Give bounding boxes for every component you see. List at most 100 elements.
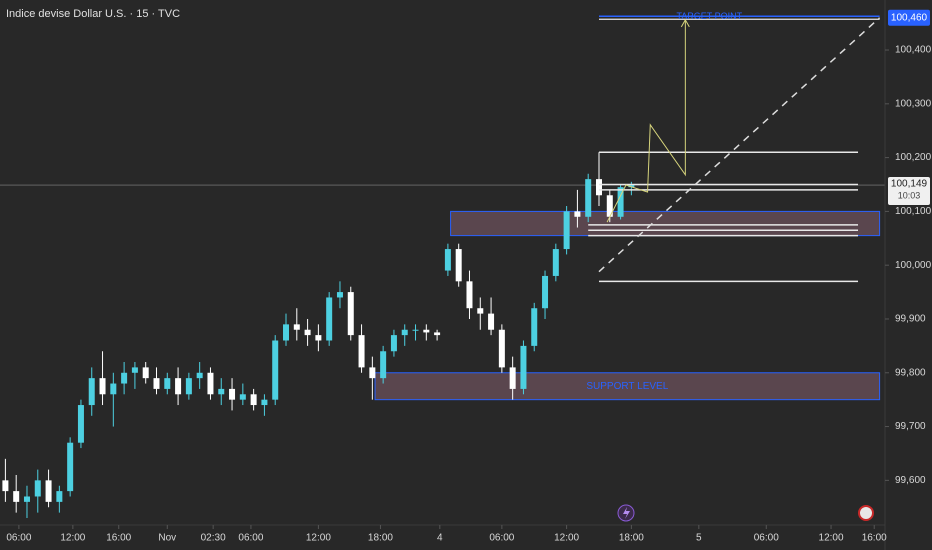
candle-body	[380, 351, 387, 379]
y-tick-label: 100,200	[895, 152, 932, 163]
plot-area: SUPPORT LEVEL TARGET POINT	[0, 11, 885, 519]
candle-body	[434, 332, 441, 336]
candle-body	[628, 185, 635, 188]
candle-body	[595, 179, 602, 196]
candle-body	[239, 394, 246, 400]
candle-body	[110, 383, 117, 395]
x-tick-label: 06:00	[489, 533, 514, 544]
y-tick-label: 99,700	[895, 421, 926, 432]
candle-body	[99, 378, 106, 395]
x-tick-label: 16:00	[862, 533, 887, 544]
candle-body	[606, 195, 613, 217]
candle-body	[283, 324, 290, 341]
candle-body	[390, 335, 397, 352]
candle-body	[444, 249, 451, 271]
x-tick-label: 12:00	[60, 533, 85, 544]
candle-body	[477, 308, 484, 314]
candle-body	[13, 491, 20, 502]
candle-body	[250, 394, 257, 406]
zone	[450, 210, 881, 237]
projection-path	[606, 19, 686, 223]
x-tick-label: 5	[696, 533, 702, 544]
target-price-box	[888, 9, 930, 26]
x-tick-label: Nov	[158, 533, 176, 544]
candle-body	[67, 442, 74, 492]
candle-body	[347, 292, 354, 336]
projection-arrow	[680, 18, 690, 28]
x-tick-label: 4	[437, 533, 443, 544]
last-price-label: 100,149	[891, 179, 928, 190]
x-tick-label: 12:00	[306, 533, 331, 544]
candle-body	[563, 211, 570, 250]
candle-body	[218, 388, 225, 395]
x-tick-label: 18:00	[368, 533, 393, 544]
candle-body	[164, 378, 171, 389]
candle-body	[326, 297, 333, 341]
candle-body	[315, 335, 322, 341]
event-icon-bolt	[623, 507, 630, 519]
candle-body	[498, 329, 505, 368]
candle-body	[293, 324, 300, 330]
y-tick-label: 99,600	[895, 475, 926, 486]
y-tick-label: 100,100	[895, 206, 932, 217]
candle-body	[261, 399, 268, 406]
candle-body	[77, 405, 84, 443]
candle-body	[336, 292, 343, 298]
candle-body	[401, 329, 408, 336]
candle-body	[121, 372, 128, 384]
candle-body	[520, 345, 527, 389]
candle-body	[617, 187, 624, 217]
candle-body	[412, 329, 419, 331]
chart-title: Indice devise Dollar U.S. · 15 · TVC	[6, 8, 180, 20]
target-label: TARGET POINT	[676, 11, 742, 21]
y-tick-label: 99,900	[895, 314, 926, 325]
candle-body	[229, 388, 236, 400]
target-price-label: 100,460	[891, 12, 928, 23]
candle-body	[2, 480, 9, 492]
candle-body	[207, 372, 214, 395]
x-tick-label: 06:00	[6, 533, 31, 544]
candle-body	[358, 335, 365, 368]
x-tick-label: 12:00	[819, 533, 844, 544]
candle-body	[175, 378, 182, 395]
candle-body	[45, 480, 52, 502]
x-tick-label: 06:00	[238, 533, 263, 544]
candle-body	[369, 367, 376, 379]
last-price-box	[888, 177, 930, 206]
candle-body	[88, 378, 95, 406]
candle-body	[185, 378, 192, 395]
zone-label: SUPPORT LEVEL	[586, 381, 668, 392]
candle-body	[34, 480, 41, 497]
dashed-trend	[598, 17, 881, 273]
candle-body	[585, 179, 592, 217]
zone	[374, 372, 881, 401]
candle-body	[56, 491, 63, 502]
y-tick-label: 100,300	[895, 98, 932, 109]
candle-body	[142, 367, 149, 379]
x-tick-label: 16:00	[106, 533, 131, 544]
y-tick-label: 100,000	[895, 260, 932, 271]
candle-body	[196, 372, 203, 379]
x-tick-label: 02:30	[201, 533, 226, 544]
y-tick-label: 100,400	[895, 45, 932, 56]
candle-body	[272, 340, 279, 400]
y-tick-label: 99,800	[895, 367, 926, 378]
countdown-label: 10:03	[898, 190, 921, 200]
flag-icon[interactable]	[858, 505, 874, 521]
candle-body	[455, 249, 462, 282]
candle-body	[488, 313, 495, 330]
candle-body	[531, 308, 538, 346]
candle-body	[574, 211, 581, 217]
x-tick-label: 12:00	[554, 533, 579, 544]
candle-body	[466, 281, 473, 309]
candle-body	[131, 367, 138, 373]
candle-body	[509, 367, 516, 389]
candle-body	[542, 275, 549, 309]
candle-body	[423, 329, 430, 333]
x-tick-label: 18:00	[619, 533, 644, 544]
candle-body	[23, 496, 30, 502]
candle-body	[304, 329, 311, 336]
x-tick-label: 06:00	[754, 533, 779, 544]
